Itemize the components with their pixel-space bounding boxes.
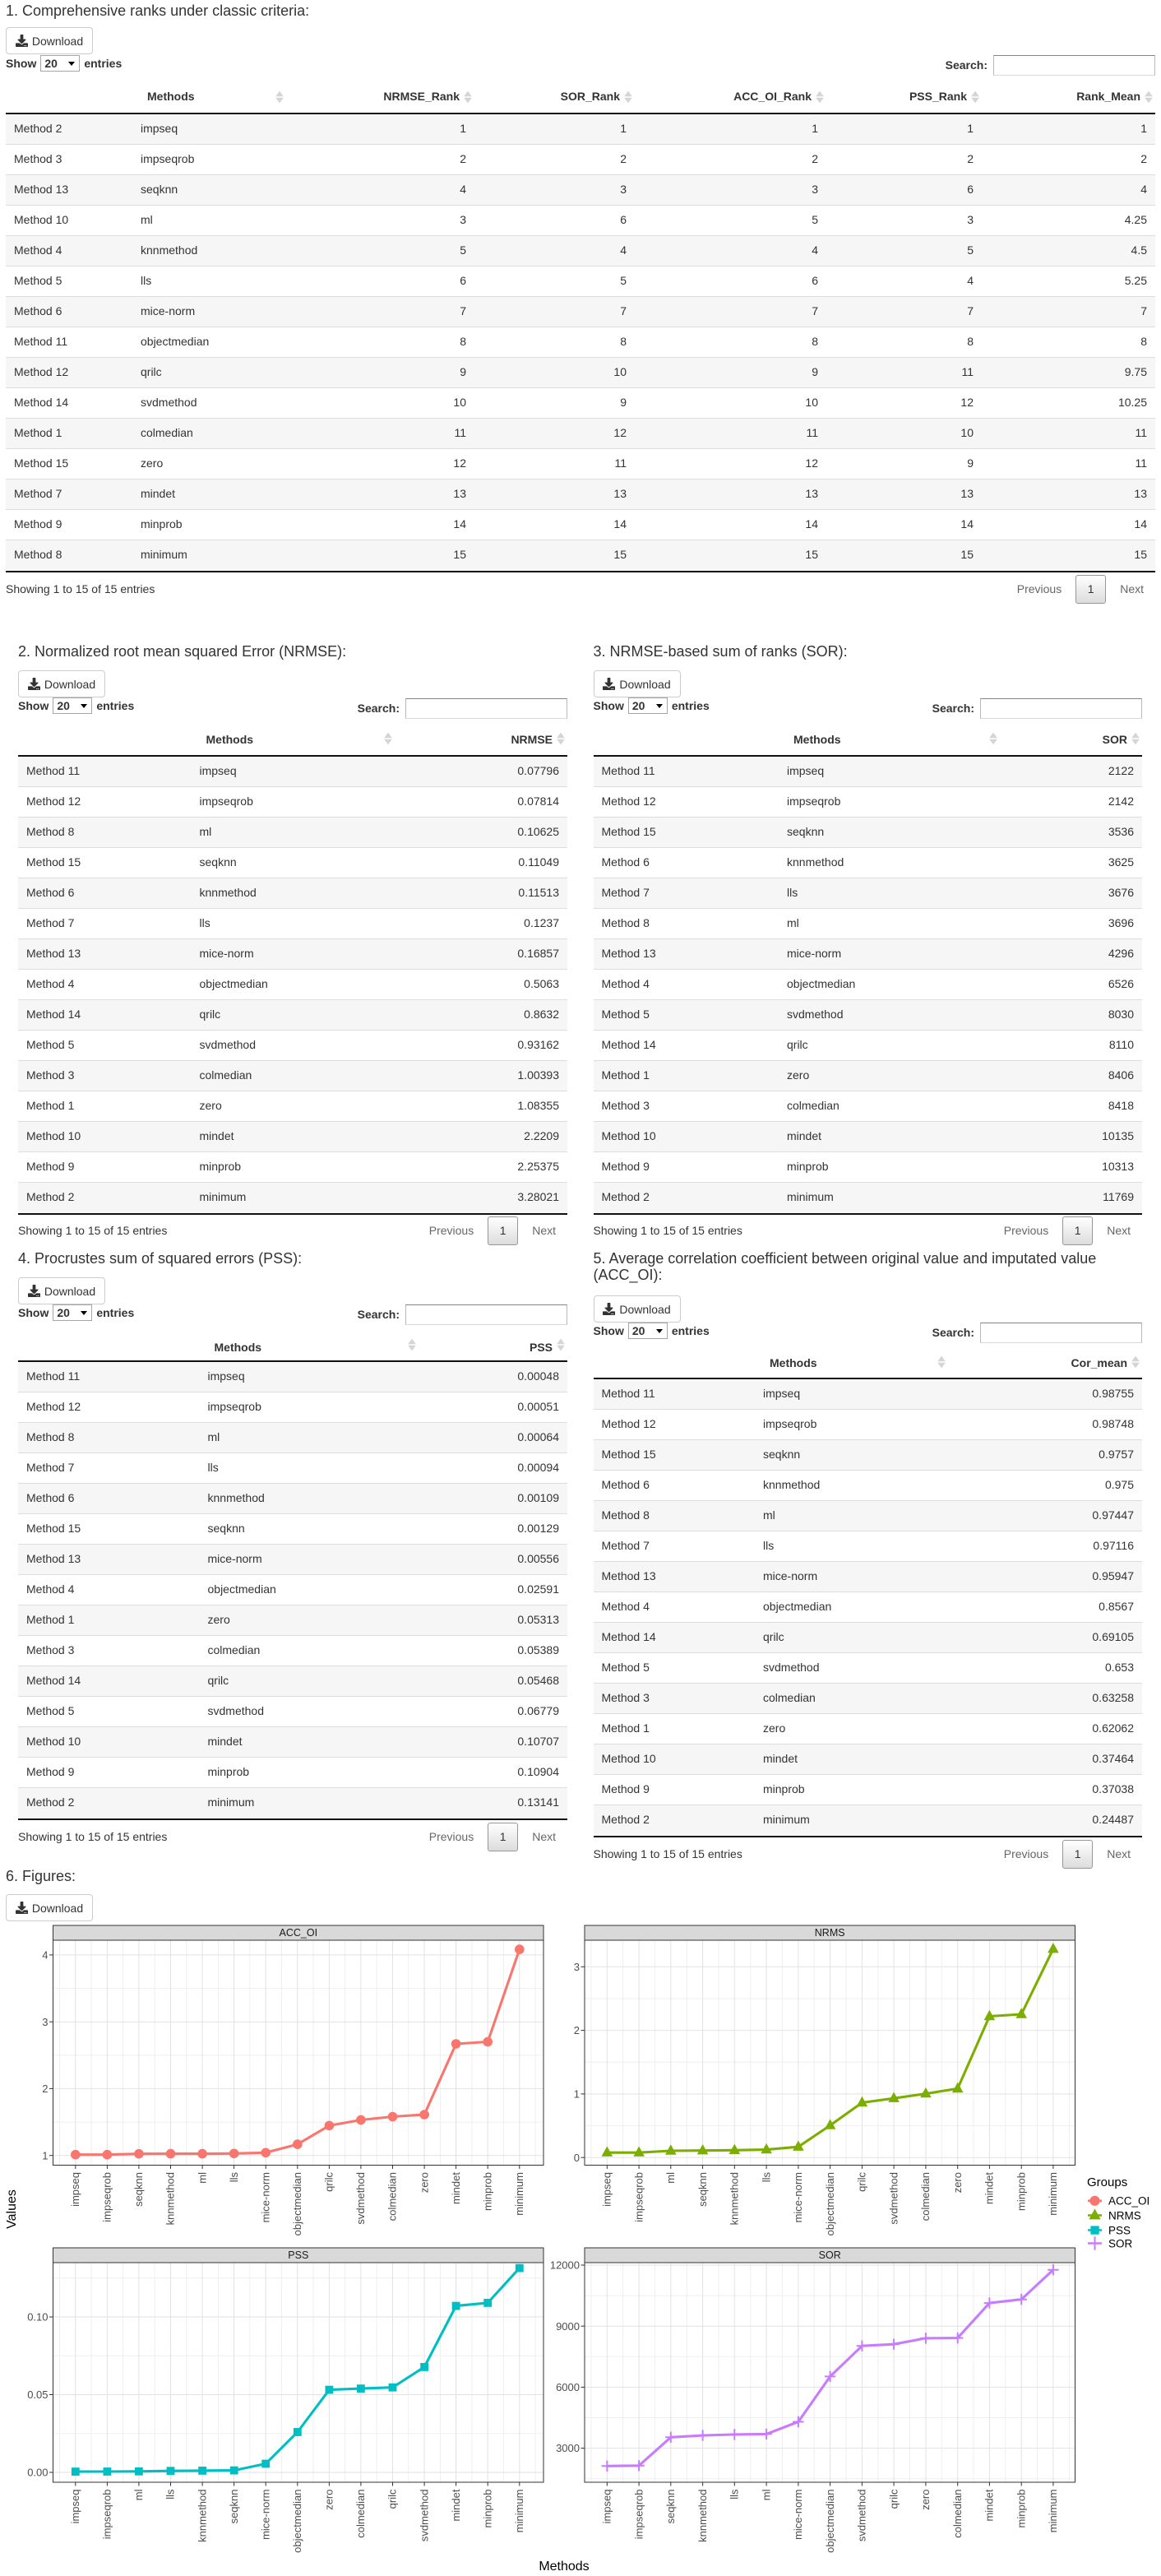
svg-text:colmedian: colmedian [919, 2172, 932, 2221]
svg-text:minimum: minimum [1047, 2490, 1059, 2533]
svg-text:PSS: PSS [1108, 2224, 1131, 2236]
svg-text:seqknn: seqknn [228, 2490, 240, 2524]
svg-text:lls: lls [228, 2172, 240, 2183]
svg-text:objectmedian: objectmedian [824, 2490, 836, 2553]
svg-text:svdmethod: svdmethod [418, 2490, 430, 2542]
svg-text:Methods: Methods [539, 2560, 589, 2574]
svg-text:mindet: mindet [983, 2489, 996, 2521]
svg-text:NRMS: NRMS [815, 1927, 845, 1939]
svg-text:lls: lls [760, 2172, 772, 2183]
svg-text:NRMS: NRMS [1108, 2209, 1141, 2222]
svg-text:ml: ml [132, 2489, 145, 2500]
svg-text:colmedian: colmedian [386, 2172, 399, 2221]
svg-text:knnmethod: knnmethod [696, 2490, 709, 2542]
svg-text:mindet: mindet [450, 2172, 462, 2204]
svg-text:SOR: SOR [1108, 2237, 1133, 2249]
svg-text:svdmethod: svdmethod [354, 2172, 367, 2225]
svg-text:svdmethod: svdmethod [856, 2490, 868, 2542]
svg-text:minimum: minimum [513, 2172, 525, 2216]
svg-text:9000: 9000 [556, 2320, 580, 2333]
svg-text:seqknn: seqknn [664, 2490, 677, 2524]
svg-text:lls: lls [164, 2489, 177, 2500]
svg-text:objectmedian: objectmedian [291, 2172, 303, 2235]
svg-text:0: 0 [574, 2152, 580, 2164]
svg-text:minprob: minprob [1015, 2490, 1027, 2528]
svg-text:minprob: minprob [1015, 2172, 1027, 2211]
svg-text:0.10: 0.10 [27, 2311, 48, 2323]
svg-text:qrilc: qrilc [323, 2172, 335, 2192]
svg-text:impseqrob: impseqrob [101, 2490, 113, 2540]
svg-text:zero: zero [323, 2490, 335, 2510]
svg-text:qrilc: qrilc [887, 2489, 900, 2509]
svg-text:mice-norm: mice-norm [792, 2490, 804, 2540]
svg-text:Groups: Groups [1087, 2175, 1127, 2189]
svg-text:mice-norm: mice-norm [792, 2172, 804, 2222]
svg-text:mice-norm: mice-norm [259, 2172, 271, 2222]
svg-text:svdmethod: svdmethod [887, 2172, 900, 2225]
svg-text:zero: zero [418, 2172, 430, 2193]
svg-text:lls: lls [729, 2489, 741, 2500]
svg-text:colmedian: colmedian [354, 2490, 367, 2538]
svg-text:1: 1 [42, 2149, 48, 2161]
svg-text:ml: ml [664, 2172, 677, 2184]
svg-text:ACC_OI: ACC_OI [1108, 2195, 1149, 2208]
svg-text:objectmedian: objectmedian [291, 2490, 303, 2553]
svg-text:6000: 6000 [556, 2381, 580, 2393]
svg-text:seqknn: seqknn [132, 2172, 145, 2207]
svg-text:12000: 12000 [550, 2259, 580, 2272]
svg-text:4: 4 [42, 1949, 48, 1962]
svg-text:impseqrob: impseqrob [632, 2490, 645, 2540]
svg-text:seqknn: seqknn [696, 2172, 709, 2207]
svg-text:minprob: minprob [481, 2172, 493, 2211]
svg-text:impseqrob: impseqrob [101, 2172, 113, 2222]
svg-text:mindet: mindet [983, 2172, 996, 2204]
svg-text:minprob: minprob [481, 2490, 493, 2528]
svg-text:PSS: PSS [288, 2249, 308, 2261]
svg-text:impseq: impseq [601, 2490, 613, 2524]
svg-text:mice-norm: mice-norm [259, 2490, 271, 2540]
svg-text:3: 3 [574, 1961, 580, 1973]
svg-text:mindet: mindet [450, 2489, 462, 2521]
svg-text:zero: zero [951, 2172, 964, 2193]
svg-text:impseqrob: impseqrob [632, 2172, 645, 2222]
svg-text:minimum: minimum [1047, 2172, 1059, 2216]
svg-text:qrilc: qrilc [856, 2172, 868, 2192]
svg-text:knnmethod: knnmethod [196, 2490, 208, 2542]
svg-text:zero: zero [919, 2490, 932, 2510]
svg-text:3000: 3000 [556, 2442, 580, 2454]
svg-text:Values: Values [5, 2189, 19, 2229]
svg-text:0.00: 0.00 [27, 2467, 48, 2479]
svg-text:SOR: SOR [819, 2249, 841, 2261]
svg-text:impseq: impseq [69, 2490, 81, 2524]
svg-text:impseq: impseq [601, 2172, 613, 2207]
svg-text:ml: ml [760, 2489, 772, 2500]
svg-text:ACC_OI: ACC_OI [280, 1927, 318, 1939]
svg-text:knnmethod: knnmethod [164, 2172, 177, 2225]
svg-text:0.05: 0.05 [27, 2388, 48, 2401]
svg-text:2: 2 [574, 2024, 580, 2036]
svg-text:ml: ml [196, 2172, 208, 2184]
svg-text:minimum: minimum [513, 2490, 525, 2533]
svg-text:3: 3 [42, 2016, 48, 2028]
svg-text:objectmedian: objectmedian [824, 2172, 836, 2235]
svg-text:qrilc: qrilc [386, 2489, 399, 2509]
svg-text:1: 1 [574, 2088, 580, 2101]
svg-text:2: 2 [42, 2083, 48, 2095]
svg-text:knnmethod: knnmethod [729, 2172, 741, 2225]
svg-text:impseq: impseq [69, 2172, 81, 2207]
svg-text:colmedian: colmedian [951, 2490, 964, 2538]
